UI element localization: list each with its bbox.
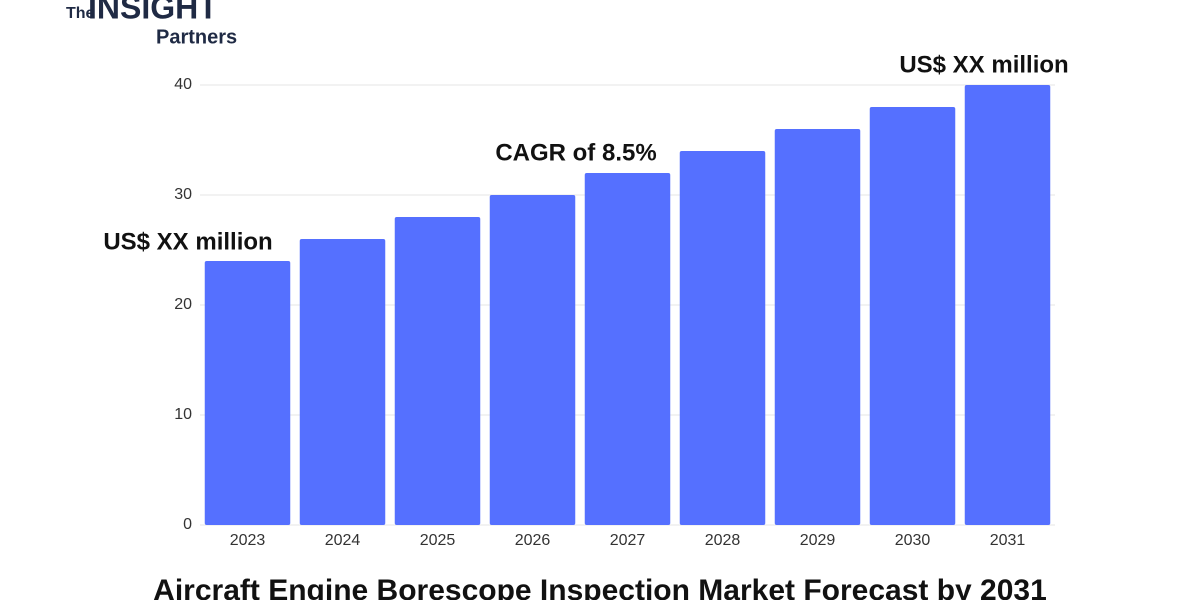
x-tick-label: 2029 (800, 532, 836, 549)
annotation: CAGR of 8.5% (495, 139, 656, 166)
y-tick-label: 10 (174, 406, 192, 423)
annotation: US$ XX million (103, 228, 272, 255)
bar (394, 217, 481, 525)
x-tick-label: 2028 (705, 532, 741, 549)
chart-title: Aircraft Engine Borescope Inspection Mar… (153, 574, 1047, 600)
annotation: US$ XX million (899, 51, 1068, 78)
bar (299, 239, 386, 525)
y-tick-label: 0 (183, 516, 192, 533)
logo-prefix: The (66, 5, 95, 22)
x-tick-label: 2026 (515, 532, 551, 549)
x-tick-label: 2030 (895, 532, 931, 549)
x-tick-label: 2027 (610, 532, 646, 549)
x-tick-label: 2023 (230, 532, 266, 549)
x-tick-label: 2024 (325, 532, 361, 549)
y-tick-label: 30 (174, 186, 192, 203)
bar (204, 261, 291, 525)
bar (774, 129, 861, 525)
bar (489, 195, 576, 525)
logo-suffix: Partners (156, 26, 237, 48)
logo: The INSIGHT Partners (66, 0, 237, 48)
bar (964, 85, 1051, 525)
logo-name: INSIGHT (88, 0, 218, 25)
x-tick-label: 2031 (990, 532, 1026, 549)
bar (584, 173, 671, 525)
y-tick-label: 20 (174, 296, 192, 313)
x-tick-label: 2025 (420, 532, 456, 549)
bar (869, 107, 956, 525)
y-tick-label: 40 (174, 76, 192, 93)
bar (679, 151, 766, 525)
